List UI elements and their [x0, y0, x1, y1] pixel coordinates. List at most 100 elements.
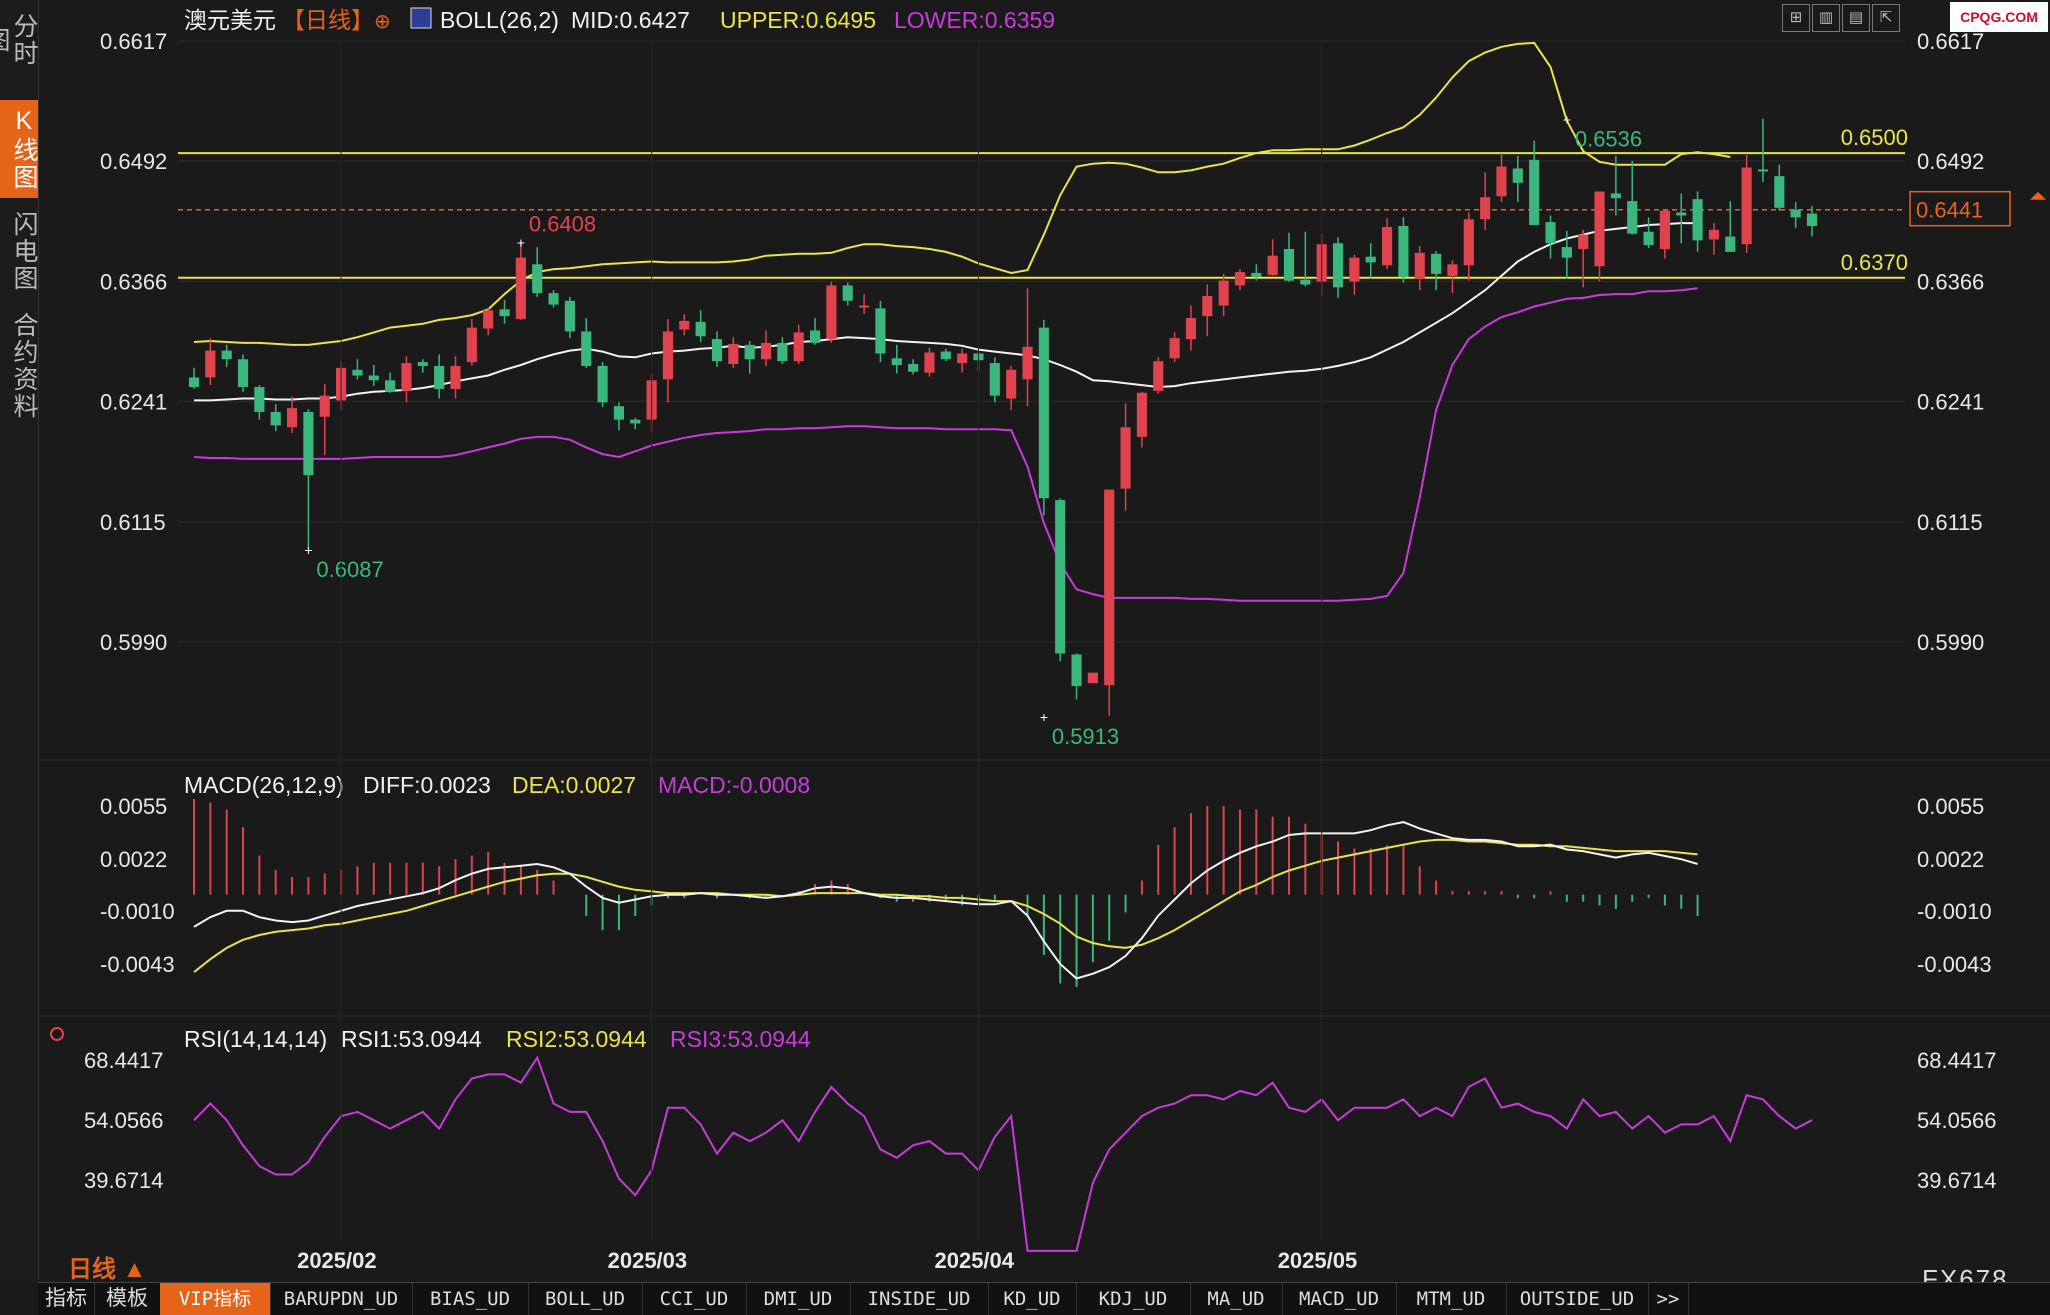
extreme-marker-icon: +: [1040, 709, 1048, 725]
price-y-tick-left: 0.6492: [100, 149, 167, 174]
indicator-icon: [410, 7, 432, 29]
indicator-tab[interactable]: CCI_UD: [642, 1283, 747, 1315]
indicator-tab-bar: 指标 模板 VIP指标 BARUPDN_UD BIAS_UD BOLL_UD CCI_UD D…: [38, 1282, 2050, 1315]
tab-kline-chart[interactable]: K线图: [0, 100, 38, 198]
x-axis-label: 2025/03: [608, 1248, 688, 1273]
rsi2-value: RSI2:53.0944: [506, 1026, 647, 1052]
candle-body: [1627, 201, 1638, 234]
macd-y-tick-left: 0.0022: [100, 847, 167, 872]
rsi-line: [193, 1055, 1813, 1252]
candle-body: [1529, 159, 1540, 226]
candle-body: [1431, 253, 1442, 274]
candle-body: [1218, 280, 1229, 306]
candle-body: [1659, 210, 1670, 250]
candle-body: [1414, 252, 1425, 279]
macd-dea-value: DEA:0.0027: [512, 772, 636, 798]
candle-body: [630, 419, 641, 424]
macd-diff-line: [193, 821, 1698, 980]
indicator-tab[interactable]: MACD_UD: [1282, 1283, 1397, 1315]
indicator-tab[interactable]: KDJ_UD: [1076, 1283, 1191, 1315]
indicator-tab[interactable]: BARUPDN_UD: [270, 1283, 413, 1315]
boll-mid-value: MID:0.6427: [571, 7, 690, 33]
candle-body: [1578, 234, 1589, 250]
candle-body: [695, 321, 706, 337]
indicator-tab[interactable]: VIP指标: [160, 1283, 271, 1315]
candle-body: [286, 408, 298, 428]
candle-body: [1332, 243, 1344, 288]
candle-body: [434, 365, 445, 389]
candle-body: [1185, 318, 1197, 340]
zoom-in-icon[interactable]: ⊞: [1782, 4, 1810, 32]
macd-y-tick-right: 0.0022: [1917, 847, 1984, 872]
candle-body: [1610, 193, 1621, 199]
candle-body: [1382, 226, 1393, 266]
indicator-tab[interactable]: 指标: [38, 1283, 95, 1315]
candle-body: [1676, 212, 1687, 216]
candle-body: [1496, 166, 1507, 197]
candle-body: [1774, 176, 1785, 208]
candle-body: [1300, 279, 1311, 285]
candle-body: [385, 380, 396, 392]
candlestick-icon[interactable]: ▤: [1842, 4, 1870, 32]
candle-body: [1087, 672, 1098, 684]
side-tab-bar: 分时图 K线图 闪电图 合约资料: [0, 0, 39, 1280]
candle-body: [1790, 209, 1801, 218]
candle-body: [924, 352, 935, 373]
extreme-price-label: 0.6408: [529, 211, 596, 236]
candle-body: [1006, 369, 1017, 399]
price-y-tick-left: 0.6241: [100, 389, 167, 414]
period-selector[interactable]: 日线 ▲: [68, 1256, 147, 1283]
candle-body: [1594, 191, 1605, 267]
candle-body: [532, 264, 543, 294]
candle-body: [809, 330, 821, 343]
candle-body: [662, 331, 674, 380]
indicator-tab[interactable]: KD_UD: [988, 1283, 1077, 1315]
candle-body: [237, 359, 249, 388]
macd-y-tick-right: -0.0010: [1917, 899, 1992, 924]
candle-body: [1071, 654, 1082, 687]
indicator-tab[interactable]: DMI_UD: [746, 1283, 851, 1315]
rsi-y-tick-right: 39.6714: [1917, 1168, 1997, 1193]
indicator-tab[interactable]: BIAS_UD: [412, 1283, 529, 1315]
site-logo: CPQG.COM: [1950, 2, 2048, 32]
candle-body: [1708, 229, 1720, 240]
candle-body: [597, 365, 608, 403]
bar-chart-icon[interactable]: ▥: [1812, 4, 1840, 32]
indicator-tab[interactable]: MA_UD: [1190, 1283, 1283, 1315]
symbol-title: 澳元美元: [184, 7, 276, 33]
candle-body: [1643, 231, 1654, 246]
rsi3-value: RSI3:53.0944: [670, 1026, 811, 1052]
indicator-tab[interactable]: >>: [1648, 1283, 1689, 1315]
candle-body: [368, 375, 379, 381]
current-price-box: [1909, 190, 2011, 227]
candle-body: [1038, 327, 1049, 499]
indicator-tab[interactable]: 模板: [94, 1283, 161, 1315]
macd-y-tick-left: -0.0010: [100, 899, 175, 924]
candle-body: [581, 331, 592, 366]
tab-contract-info[interactable]: 合约资料: [10, 312, 38, 420]
extreme-marker-icon: +: [304, 542, 312, 558]
expand-icon[interactable]: ⇱: [1872, 4, 1900, 32]
candle-body: [466, 327, 477, 363]
candle-body: [352, 369, 363, 376]
indicator-tab[interactable]: BOLL_UD: [528, 1283, 643, 1315]
chart-canvas[interactable]: 0.6617 0.6617 0.6492 0.6492 0.6366 0.6366 0.62…: [0, 0, 2050, 1282]
candle-body: [957, 353, 968, 364]
x-axis-label: 2025/02: [297, 1248, 377, 1273]
candle-body: [188, 377, 200, 388]
candle-body: [1104, 489, 1115, 686]
rsi-y-tick-left: 54.0566: [84, 1108, 164, 1133]
indicator-tab[interactable]: MTM_UD: [1396, 1283, 1507, 1315]
candle-body: [1806, 213, 1818, 226]
candle-body: [1202, 295, 1213, 317]
tab-time-chart[interactable]: 分时图: [0, 13, 38, 67]
add-icon: ⊕: [374, 11, 391, 33]
candle-body: [1398, 225, 1409, 277]
candle-body: [613, 406, 624, 420]
macd-y-tick-left: -0.0043: [100, 952, 175, 977]
indicator-tab[interactable]: OUTSIDE_UD: [1506, 1283, 1649, 1315]
tab-flash-chart[interactable]: 闪电图: [10, 210, 38, 292]
indicator-tab[interactable]: INSIDE_UD: [850, 1283, 989, 1315]
candle-body: [1153, 361, 1164, 391]
price-y-tick-right: 0.5990: [1917, 630, 1984, 655]
